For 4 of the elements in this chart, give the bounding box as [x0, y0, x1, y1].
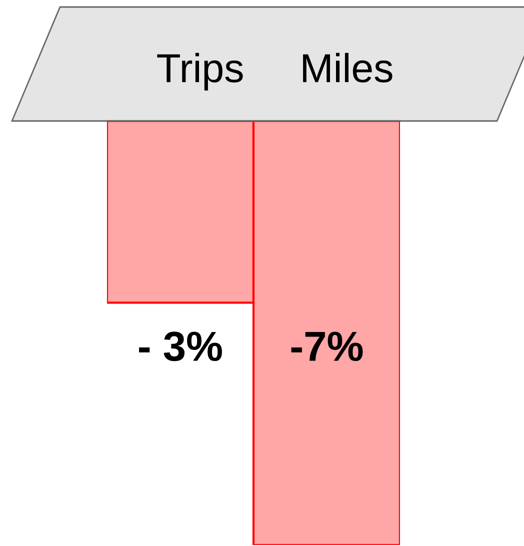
data-label: - 3% — [139, 332, 222, 362]
x-tick-label: Trips — [157, 52, 243, 90]
x-tick-label: Miles — [303, 52, 392, 82]
data-label: -7% — [291, 332, 363, 362]
